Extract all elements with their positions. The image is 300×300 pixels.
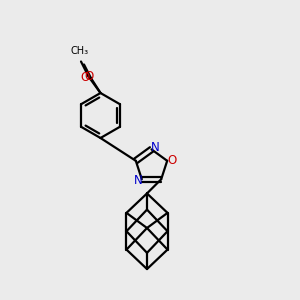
Text: N: N bbox=[134, 174, 142, 187]
Text: O: O bbox=[167, 154, 177, 167]
Text: N: N bbox=[151, 141, 160, 154]
Text: O: O bbox=[80, 71, 89, 84]
Text: CH₃: CH₃ bbox=[70, 46, 88, 56]
Text: O: O bbox=[84, 70, 93, 83]
